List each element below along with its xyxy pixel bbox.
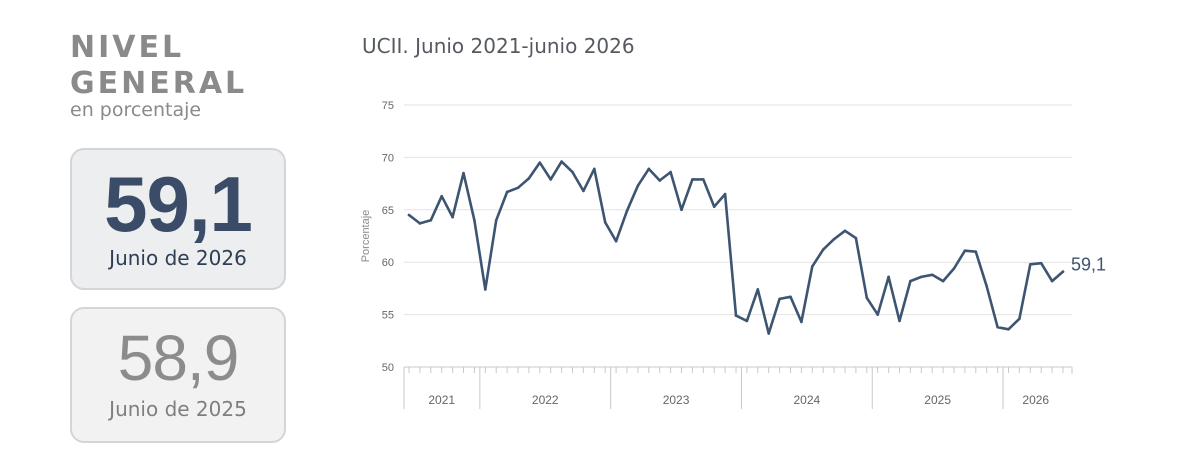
data-point <box>996 325 999 329</box>
indicator-heading: NIVEL GENERAL en porcentaje <box>70 30 290 120</box>
data-point <box>800 320 803 324</box>
previous-date: Junio de 2025 <box>109 397 247 421</box>
data-point <box>614 239 618 243</box>
data-point <box>952 267 956 270</box>
data-point <box>985 285 988 288</box>
y-tick-label: 70 <box>382 152 394 164</box>
current-date: Junio de 2026 <box>109 246 247 270</box>
data-point <box>669 170 672 174</box>
data-point <box>865 296 869 300</box>
data-point <box>440 194 444 198</box>
data-point <box>702 178 705 181</box>
data-point <box>494 218 498 222</box>
end-value-label: 59,1 <box>1071 255 1106 275</box>
data-point <box>625 209 629 213</box>
data-point <box>898 319 901 323</box>
data-point <box>843 229 847 233</box>
x-year-label: 2026 <box>1022 393 1049 407</box>
current-value: 59,1 <box>104 160 253 248</box>
data-point <box>603 221 607 224</box>
data-point <box>473 218 476 222</box>
y-axis-label: Porcentaje <box>360 210 372 263</box>
data-point <box>821 248 825 251</box>
heading-line-1: NIVEL <box>70 30 185 65</box>
data-point <box>832 237 836 241</box>
data-point <box>920 275 923 279</box>
data-point <box>1039 261 1043 265</box>
data-point <box>418 222 422 225</box>
chart-grid <box>404 104 1072 368</box>
heading-line-2: GENERAL <box>70 66 248 101</box>
chart-series <box>407 160 1065 335</box>
data-point <box>582 189 585 193</box>
data-point <box>549 178 552 181</box>
y-tick-label: 50 <box>382 362 394 374</box>
data-point <box>484 288 487 291</box>
data-point <box>909 279 912 283</box>
data-point <box>527 177 531 180</box>
x-year-label: 2022 <box>532 393 559 407</box>
data-point <box>505 190 509 194</box>
previous-value: 58,9 <box>117 322 240 394</box>
data-point <box>571 170 574 174</box>
y-tick-label: 60 <box>382 257 394 269</box>
data-point <box>407 213 411 217</box>
x-year-label: 2023 <box>663 393 690 407</box>
x-year-label: 2024 <box>793 393 820 407</box>
data-point <box>680 208 683 212</box>
data-point <box>429 218 433 222</box>
data-point <box>647 167 651 171</box>
data-point <box>723 192 727 196</box>
data-point <box>941 279 945 283</box>
data-point <box>734 314 738 317</box>
previous-value-card: 58,9 Junio de 2025 <box>70 307 286 443</box>
data-point <box>887 275 890 279</box>
data-point <box>974 250 978 254</box>
data-point <box>811 265 814 268</box>
data-point <box>516 186 520 190</box>
data-point <box>462 171 465 175</box>
y-tick-label: 65 <box>382 205 394 217</box>
current-value-card: 59,1 Junio de 2026 <box>70 148 286 290</box>
x-year-label: 2021 <box>428 393 455 407</box>
data-point <box>593 167 596 171</box>
y-axis-ticks: 50 55 60 65 70 75 <box>382 100 394 374</box>
y-tick-label: 55 <box>382 310 394 322</box>
data-point <box>451 215 454 219</box>
data-point <box>854 236 858 240</box>
data-point <box>789 295 792 299</box>
data-point <box>636 184 640 187</box>
x-axis: 2021 2022 2023 2024 2025 2026 <box>403 367 1073 409</box>
data-point <box>745 319 749 323</box>
data-point <box>930 273 934 277</box>
data-point <box>1029 262 1032 266</box>
data-point <box>1007 327 1010 331</box>
y-tick-label: 75 <box>382 100 394 112</box>
data-point <box>712 205 716 208</box>
data-point <box>1050 279 1054 283</box>
data-point <box>1061 270 1065 273</box>
data-point <box>767 332 770 335</box>
chart-title: UCII. Junio 2021-junio 2026 <box>362 34 635 58</box>
data-point <box>778 297 781 301</box>
x-year-label: 2025 <box>924 393 951 407</box>
data-point <box>876 313 879 316</box>
data-point <box>963 249 967 252</box>
data-point <box>658 179 661 182</box>
heading-unit: en porcentaje <box>70 99 202 121</box>
data-point <box>691 178 694 181</box>
data-point <box>560 160 563 163</box>
data-point <box>756 288 760 291</box>
data-point <box>1018 317 1021 321</box>
series-line <box>407 160 1065 335</box>
data-point <box>538 161 542 164</box>
